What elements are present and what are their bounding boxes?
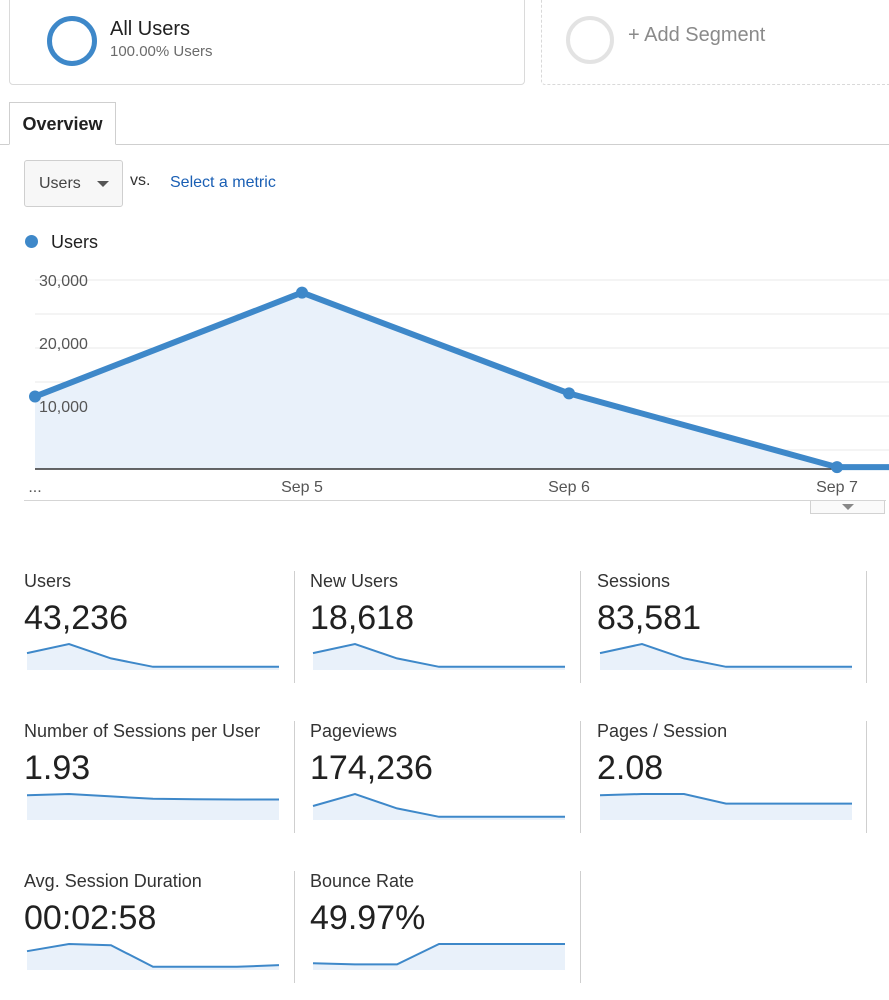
metric-sparkline bbox=[312, 943, 565, 970]
metric-tile[interactable]: Number of Sessions per User 1.93 bbox=[24, 721, 294, 841]
metric-label: Pages / Session bbox=[597, 721, 728, 741]
sparkline-line bbox=[312, 792, 565, 818]
metric-sparkline bbox=[599, 642, 852, 670]
metric-sparkline bbox=[312, 642, 565, 670]
metric-sparkline bbox=[26, 942, 280, 970]
y-tick-label: 10,000 bbox=[39, 399, 88, 416]
x-tick-label: Sep 6 bbox=[548, 479, 590, 496]
add-segment-card[interactable] bbox=[541, 0, 889, 85]
sparkline-line bbox=[26, 942, 280, 968]
sparkline-area bbox=[313, 644, 565, 670]
metric-tile[interactable]: Bounce Rate 49.97% bbox=[310, 871, 580, 991]
caret-down-icon bbox=[97, 181, 109, 187]
sparkline-area bbox=[600, 794, 852, 820]
tile-divider bbox=[294, 871, 295, 983]
data-point[interactable] bbox=[29, 390, 41, 403]
metric-label: Sessions bbox=[597, 571, 671, 591]
sparkline-line bbox=[312, 642, 565, 668]
metric-label: Bounce Rate bbox=[310, 871, 415, 891]
metric-label: Users bbox=[24, 571, 72, 591]
tab-overview[interactable]: Overview bbox=[9, 102, 116, 145]
segment-ring-icon bbox=[47, 16, 97, 66]
sparkline-line bbox=[312, 943, 565, 966]
metric-value: 1.93 bbox=[24, 749, 91, 787]
y-tick-label: 20,000 bbox=[39, 336, 88, 353]
metric-value: 2.08 bbox=[597, 749, 664, 787]
metric-tile[interactable]: Users 43,236 bbox=[24, 571, 294, 691]
metric-dropdown-label: Users bbox=[39, 175, 81, 192]
metric-value: 00:02:58 bbox=[24, 899, 157, 937]
tile-divider bbox=[294, 721, 295, 833]
sparkline-line bbox=[26, 642, 279, 668]
metric-value: 83,581 bbox=[597, 599, 701, 637]
add-segment-ring-icon bbox=[566, 16, 614, 64]
metric-label: New Users bbox=[310, 571, 399, 591]
legend-label: Users bbox=[51, 232, 99, 252]
tile-divider bbox=[580, 721, 581, 833]
users-line-chart: 10,000 20,000 30,000... Sep 5 Sep 6 Sep 7 bbox=[28, 273, 889, 496]
vs-label: vs. bbox=[130, 172, 151, 189]
caret-down-icon bbox=[842, 504, 854, 510]
metric-value: 49.97% bbox=[310, 899, 426, 937]
sparkline-line bbox=[26, 792, 279, 801]
tile-divider bbox=[294, 571, 295, 683]
metric-sparkline bbox=[26, 642, 279, 670]
series-area bbox=[35, 292, 889, 469]
tile-divider bbox=[580, 871, 581, 983]
tile-divider bbox=[866, 571, 867, 683]
select-metric-link[interactable]: Select a metric bbox=[170, 174, 276, 191]
x-tick-label: Sep 7 bbox=[816, 479, 858, 496]
segment-subtitle: 100.00% Users bbox=[110, 43, 213, 60]
add-segment-button[interactable]: + Add Segment bbox=[628, 24, 766, 46]
metric-label: Avg. Session Duration bbox=[24, 871, 202, 891]
sparkline-area bbox=[27, 794, 279, 820]
metric-dropdown[interactable]: Users bbox=[24, 160, 123, 207]
x-tick-label: ... bbox=[28, 479, 41, 496]
chart-expand-handle[interactable] bbox=[810, 501, 885, 514]
metric-tile[interactable]: Pageviews 174,236 bbox=[310, 721, 580, 841]
x-tick-label: Sep 5 bbox=[281, 479, 323, 496]
metric-value: 18,618 bbox=[310, 599, 414, 637]
data-point[interactable] bbox=[831, 461, 843, 474]
sparkline-line bbox=[599, 642, 852, 668]
metric-label: Pageviews bbox=[310, 721, 398, 741]
metric-sparkline bbox=[26, 792, 279, 820]
metric-tile[interactable]: New Users 18,618 bbox=[310, 571, 580, 691]
y-tick-label: 30,000 bbox=[39, 273, 88, 290]
tab-divider bbox=[0, 144, 889, 145]
sparkline-line bbox=[599, 793, 852, 805]
data-point[interactable] bbox=[563, 387, 575, 400]
sparkline-area bbox=[313, 944, 565, 970]
legend-dot-icon bbox=[25, 235, 38, 248]
sparkline-area bbox=[600, 644, 852, 670]
sparkline-area bbox=[27, 644, 279, 670]
tile-divider bbox=[580, 571, 581, 683]
metric-sparkline bbox=[599, 793, 852, 820]
metric-sparkline bbox=[312, 792, 565, 820]
sparkline-area bbox=[313, 794, 565, 820]
chart-bottom-border bbox=[24, 500, 886, 501]
tile-divider bbox=[866, 721, 867, 833]
metric-value: 174,236 bbox=[310, 749, 433, 787]
metric-tile[interactable]: Pages / Session 2.08 bbox=[597, 721, 867, 841]
metric-value: 43,236 bbox=[24, 599, 128, 637]
data-point[interactable] bbox=[296, 286, 308, 299]
metric-label: Number of Sessions per User bbox=[24, 721, 261, 741]
metric-tile[interactable]: Sessions 83,581 bbox=[597, 571, 867, 691]
sparkline-area bbox=[27, 944, 279, 970]
metric-tile[interactable]: Avg. Session Duration 00:02:58 bbox=[24, 871, 294, 991]
segment-name: All Users bbox=[110, 18, 191, 40]
